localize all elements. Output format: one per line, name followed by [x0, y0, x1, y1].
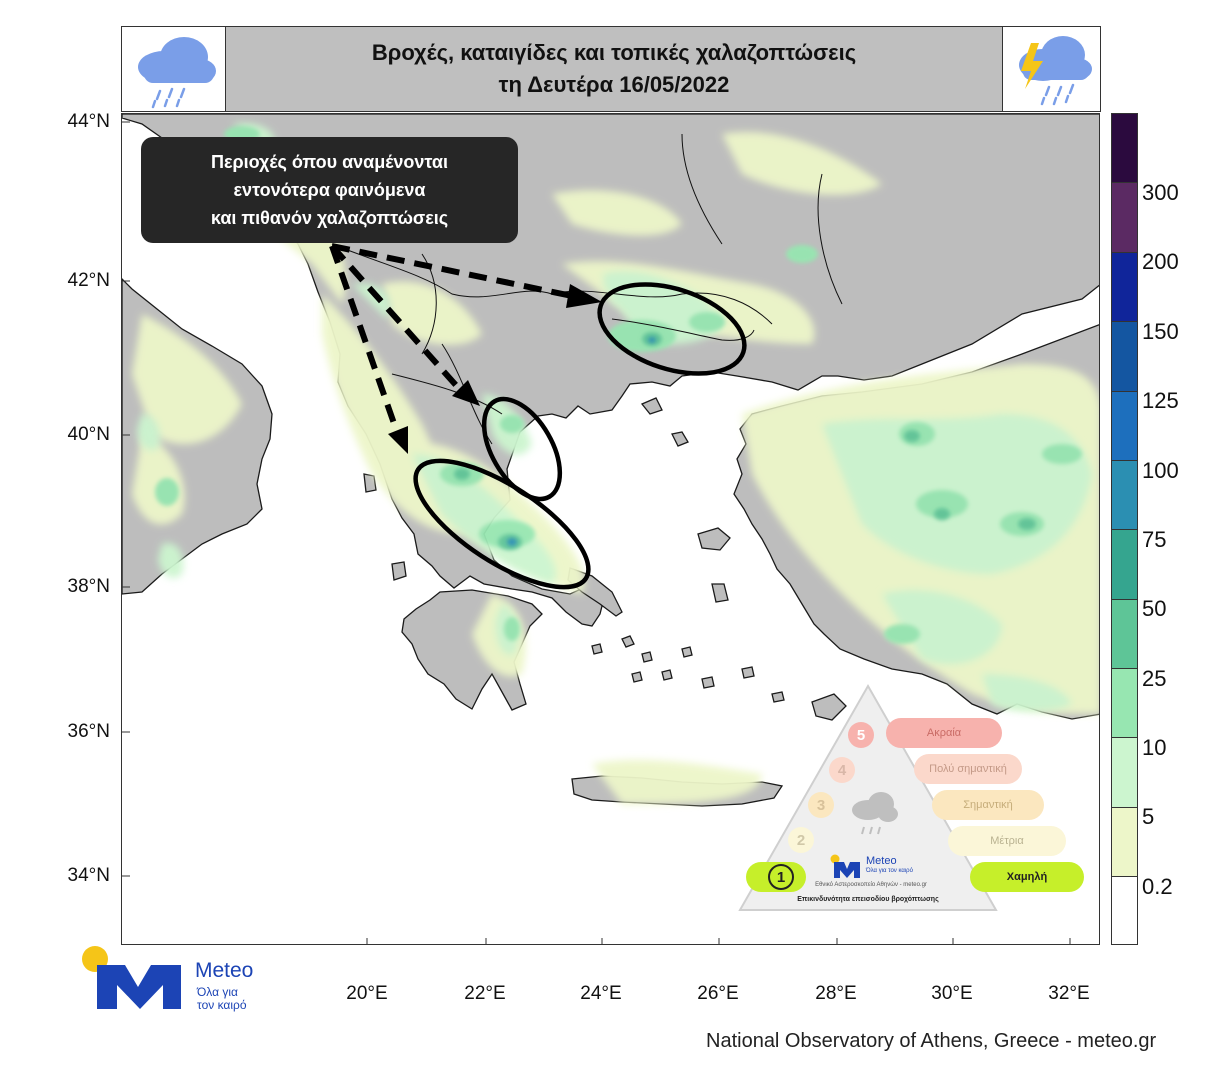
meteo-logo-icon [82, 946, 181, 1009]
logo-tagline-line-1: Όλα για [197, 985, 238, 999]
colorbar-segment-125 [1112, 322, 1137, 392]
risk-level-1-num: 1 [768, 864, 794, 890]
colorbar-segment-50 [1112, 530, 1137, 600]
lon-label-22: 22°E [464, 983, 506, 1004]
colorbar-segment-0-2 [1112, 808, 1137, 877]
title-line-2: τη Δευτέρα 16/05/2022 [498, 72, 730, 97]
risk-level-4-num: 4 [829, 757, 855, 783]
pyramid-triangle [738, 683, 998, 911]
meteo-logo-icon [830, 854, 860, 878]
callout-line-2: εντονότερα φαινόμενα [233, 180, 426, 200]
arrow-heads [388, 284, 602, 454]
logo-tagline-line-2: τον καιρό [197, 998, 247, 1012]
risk-pyramid: Ακραία Πολύ σημαντική Σημαντική Μέτρια Χ… [738, 682, 1088, 914]
lon-label-28: 28°E [815, 983, 857, 1004]
colorbar-segment-200 [1112, 183, 1137, 253]
lat-label-44: 44°N [67, 111, 110, 132]
callout-box: Περιοχές όπου αναμένονται εντονότερα φαι… [141, 137, 518, 243]
title-line-1: Βροχές, καταιγίδες και τοπικές χαλαζοπτώ… [371, 40, 857, 65]
risk-meteo-logo: Meteo Όλα για τον καιρό [830, 852, 920, 882]
callout-line-1: Περιοχές όπου αναμένονται [210, 152, 448, 172]
highlight-ellipses [413, 282, 747, 590]
lat-label-42: 42°N [67, 270, 110, 291]
colorbar-label-25: 25 [1142, 666, 1167, 691]
dashed-arrows [329, 243, 573, 433]
colorbar-label-5: 5 [1142, 804, 1155, 829]
lon-label-32: 32°E [1048, 983, 1090, 1004]
colorbar-segment-75 [1112, 461, 1137, 530]
risk-level-3-num: 3 [808, 792, 834, 818]
precipitation-shading [132, 123, 1099, 804]
colorbar-label-125: 125 [1142, 388, 1179, 413]
risk-logo-tagline: Όλα για τον καιρό [866, 868, 913, 874]
meteo-logo: Meteo Όλα για τον καιρό [81, 945, 281, 1017]
risk-level-5-num: 5 [848, 722, 874, 748]
colorbar-segment-100 [1112, 392, 1137, 461]
lon-label-30: 30°E [931, 983, 973, 1004]
colorbar-label-100: 100 [1142, 458, 1179, 483]
callout-line-3: και πιθανόν χαλαζοπτώσεις [210, 208, 449, 228]
logo-name: Meteo [195, 959, 254, 982]
colorbar-label-10: 10 [1142, 735, 1167, 760]
colorbar-segment-5 [1112, 738, 1137, 808]
colorbar-label-150: 150 [1142, 319, 1179, 344]
colorbar [1111, 113, 1138, 945]
colorbar-segment-150 [1112, 253, 1137, 322]
thunderstorm-cloud-icon [1002, 27, 1100, 111]
risk-level-4-label: Πολύ σημαντική [914, 754, 1022, 784]
lat-label-36: 36°N [67, 721, 110, 742]
colorbar-label-300: 300 [1142, 180, 1179, 205]
risk-logo-name: Meteo [866, 855, 897, 867]
lat-label-38: 38°N [67, 576, 110, 597]
logo-tagline: Όλα για τον καιρό [197, 986, 247, 1012]
risk-level-3-label: Σημαντική [932, 790, 1044, 820]
colorbar-segment-below [1112, 877, 1137, 944]
footer-credit: National Observatory of Athens, Greece -… [706, 1030, 1157, 1052]
rain-cloud-icon [122, 27, 226, 111]
risk-level-1-label: Χαμηλή [970, 862, 1084, 892]
risk-level-2-num: 2 [788, 827, 814, 853]
risk-level-5-label: Ακραία [886, 718, 1002, 748]
colorbar-segment-25 [1112, 600, 1137, 669]
risk-institute: Εθνικό Αστεροσκοπείο Αθηνών - meteo.gr [815, 882, 927, 888]
colorbar-segment-10 [1112, 669, 1137, 738]
colorbar-label-200: 200 [1142, 249, 1179, 274]
lon-label-20: 20°E [346, 983, 388, 1004]
map-header: Βροχές, καταιγίδες και τοπικές χαλαζοπτώ… [121, 26, 1101, 112]
axis-ticks [122, 121, 1071, 944]
lat-label-40: 40°N [67, 424, 110, 445]
lon-label-24: 24°E [580, 983, 622, 1004]
rain-cloud-icon [852, 792, 898, 835]
lat-label-34: 34°N [67, 865, 110, 886]
colorbar-label-50: 50 [1142, 596, 1167, 621]
colorbar-label-75: 75 [1142, 527, 1167, 552]
colorbar-segment-300plus [1112, 114, 1137, 183]
lon-label-26: 26°E [697, 983, 739, 1004]
risk-level-2-label: Μέτρια [948, 826, 1066, 856]
map-title: Βροχές, καταιγίδες και τοπικές χαλαζοπτώ… [226, 27, 1002, 111]
colorbar-label-0-2: 0.2 [1142, 874, 1173, 899]
risk-caption: Επικινδυνότητα επεισοδίου βροχόπτωσης [797, 896, 939, 903]
